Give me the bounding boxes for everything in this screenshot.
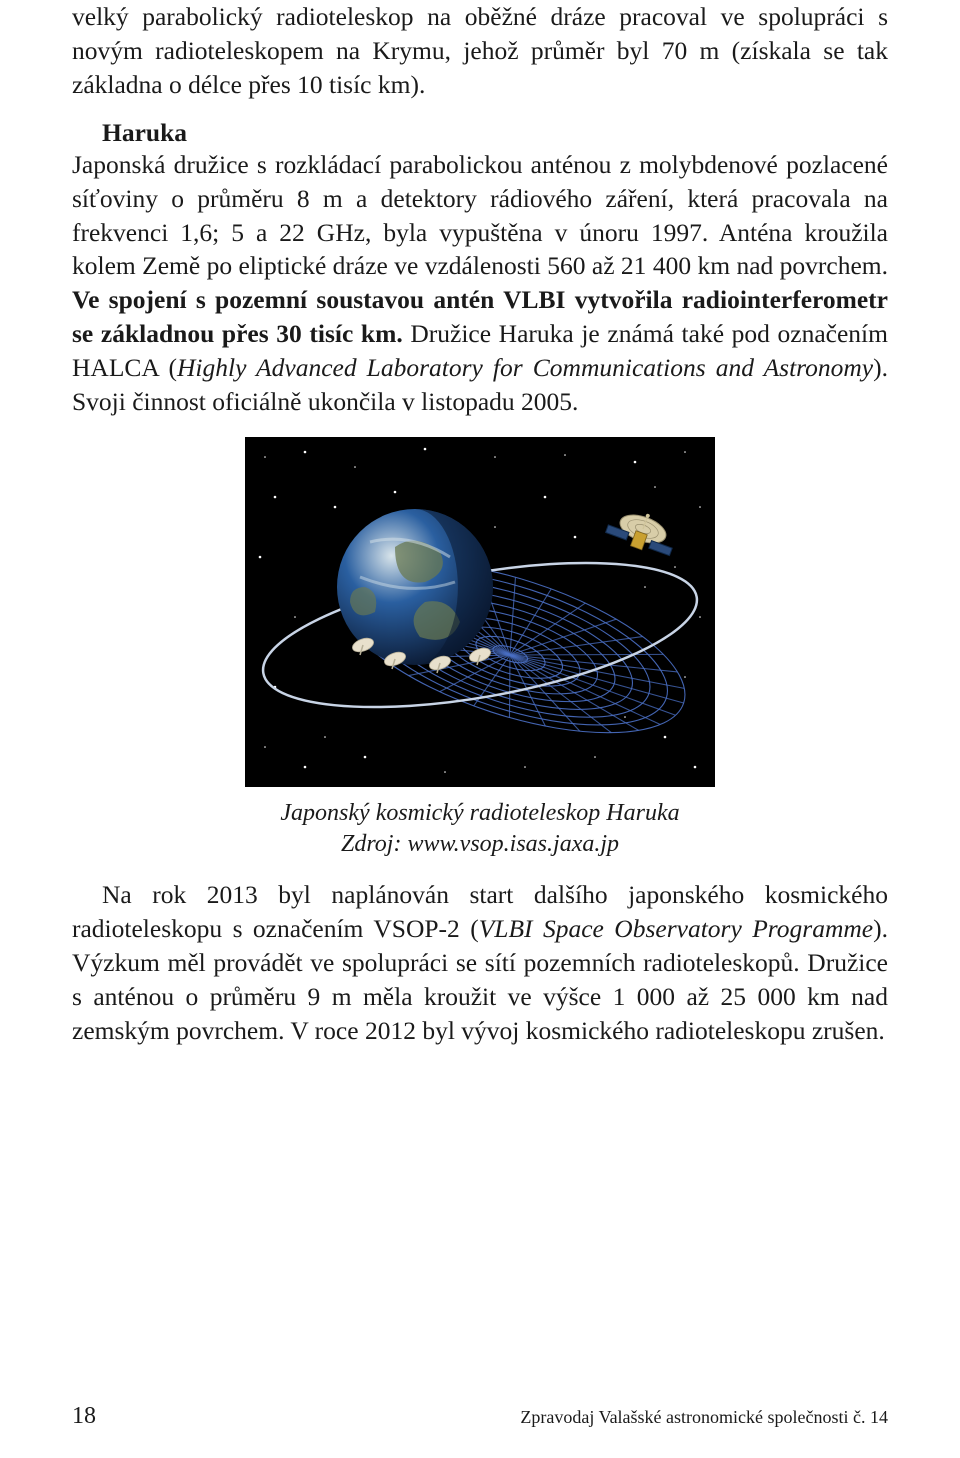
paragraph-haruka: Japonská družice s rozkládací parabolick…: [72, 148, 888, 419]
figure-haruka: [72, 437, 888, 792]
haruka-illustration: [245, 437, 715, 787]
paragraph-vsop2: Na rok 2013 byl naplánován start dalšího…: [72, 878, 888, 1048]
p3-italic: VLBI Space Observatory Programme: [479, 914, 873, 943]
paragraph-intro: velký parabolický radioteleskop na oběžn…: [72, 0, 888, 102]
figure-caption: Japonský kosmický radioteleskop Haruka Z…: [72, 798, 888, 860]
page-footer: 18 Zpravodaj Valašské astronomické spole…: [72, 1403, 888, 1430]
section-heading-haruka: Haruka: [72, 118, 888, 148]
caption-line-2: Zdroj: www.vsop.isas.jaxa.jp: [341, 831, 619, 857]
p2-italic: Highly Advanced Laboratory for Communica…: [177, 353, 873, 382]
page-number: 18: [72, 1403, 96, 1430]
p2-text-a: Japonská družice s rozkládací parabolick…: [72, 150, 888, 281]
footer-publication: Zpravodaj Valašské astronomické společno…: [520, 1407, 888, 1428]
caption-line-1: Japonský kosmický radioteleskop Haruka: [280, 800, 679, 826]
